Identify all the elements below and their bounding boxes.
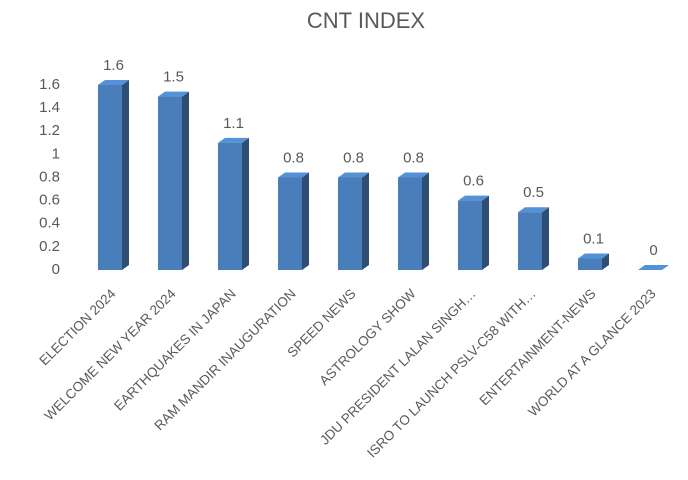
y-tick-label: 0.2: [39, 238, 60, 255]
y-tick-label: 1.6: [39, 76, 60, 93]
bar-top: [518, 207, 549, 213]
bar-side: [182, 91, 189, 270]
y-tick-label: 1: [52, 145, 60, 162]
bar-top: [458, 195, 489, 201]
bar-side: [422, 172, 429, 270]
y-tick-label: 0.8: [39, 168, 60, 185]
bar: [518, 212, 542, 270]
value-label: 0.8: [343, 149, 364, 166]
bar-top: [638, 265, 669, 270]
bar-side: [122, 80, 129, 270]
bar-top: [338, 172, 369, 178]
value-label: 0.8: [283, 149, 304, 166]
x-tick-label: EARTHQUAKES IN JAPAN: [111, 286, 238, 413]
bar-side: [242, 137, 249, 270]
bar-top: [218, 137, 249, 143]
bar-side: [302, 172, 309, 270]
bar-top: [578, 253, 609, 259]
value-label: 1.1: [223, 115, 244, 132]
bar: [218, 142, 242, 270]
bar: [278, 177, 302, 270]
bar-top: [398, 172, 429, 178]
bar-top: [278, 172, 309, 178]
value-label: 0.1: [583, 230, 604, 247]
bar-side: [602, 253, 609, 270]
bar: [158, 96, 182, 270]
x-tick-label: WORLD AT A GLANCE 2023: [525, 286, 658, 419]
value-label: 1.5: [163, 69, 184, 86]
bar-top: [158, 91, 189, 97]
value-label: 0.6: [463, 173, 484, 190]
value-label: 0.8: [403, 149, 424, 166]
bar-side: [362, 172, 369, 270]
bar: [578, 258, 602, 270]
y-tick-label: 0.6: [39, 192, 60, 209]
bar-top: [98, 80, 129, 85]
value-label: 1.6: [103, 57, 124, 74]
bar: [98, 85, 122, 270]
value-label: 0.5: [523, 184, 544, 201]
bar: [398, 177, 422, 270]
y-tick-label: 1.2: [39, 122, 60, 139]
bar-side: [542, 207, 549, 270]
y-tick-label: 0: [52, 261, 60, 278]
x-tick-label: ENTERTAINMENT-NEWS: [476, 286, 598, 408]
bar: [338, 177, 362, 270]
y-tick-label: 1.4: [39, 99, 60, 116]
value-label: 0: [649, 242, 657, 259]
bar: [458, 200, 482, 270]
bar-side: [482, 195, 489, 270]
chart-title: CNT INDEX: [307, 8, 425, 33]
y-tick-label: 0.4: [39, 215, 60, 232]
